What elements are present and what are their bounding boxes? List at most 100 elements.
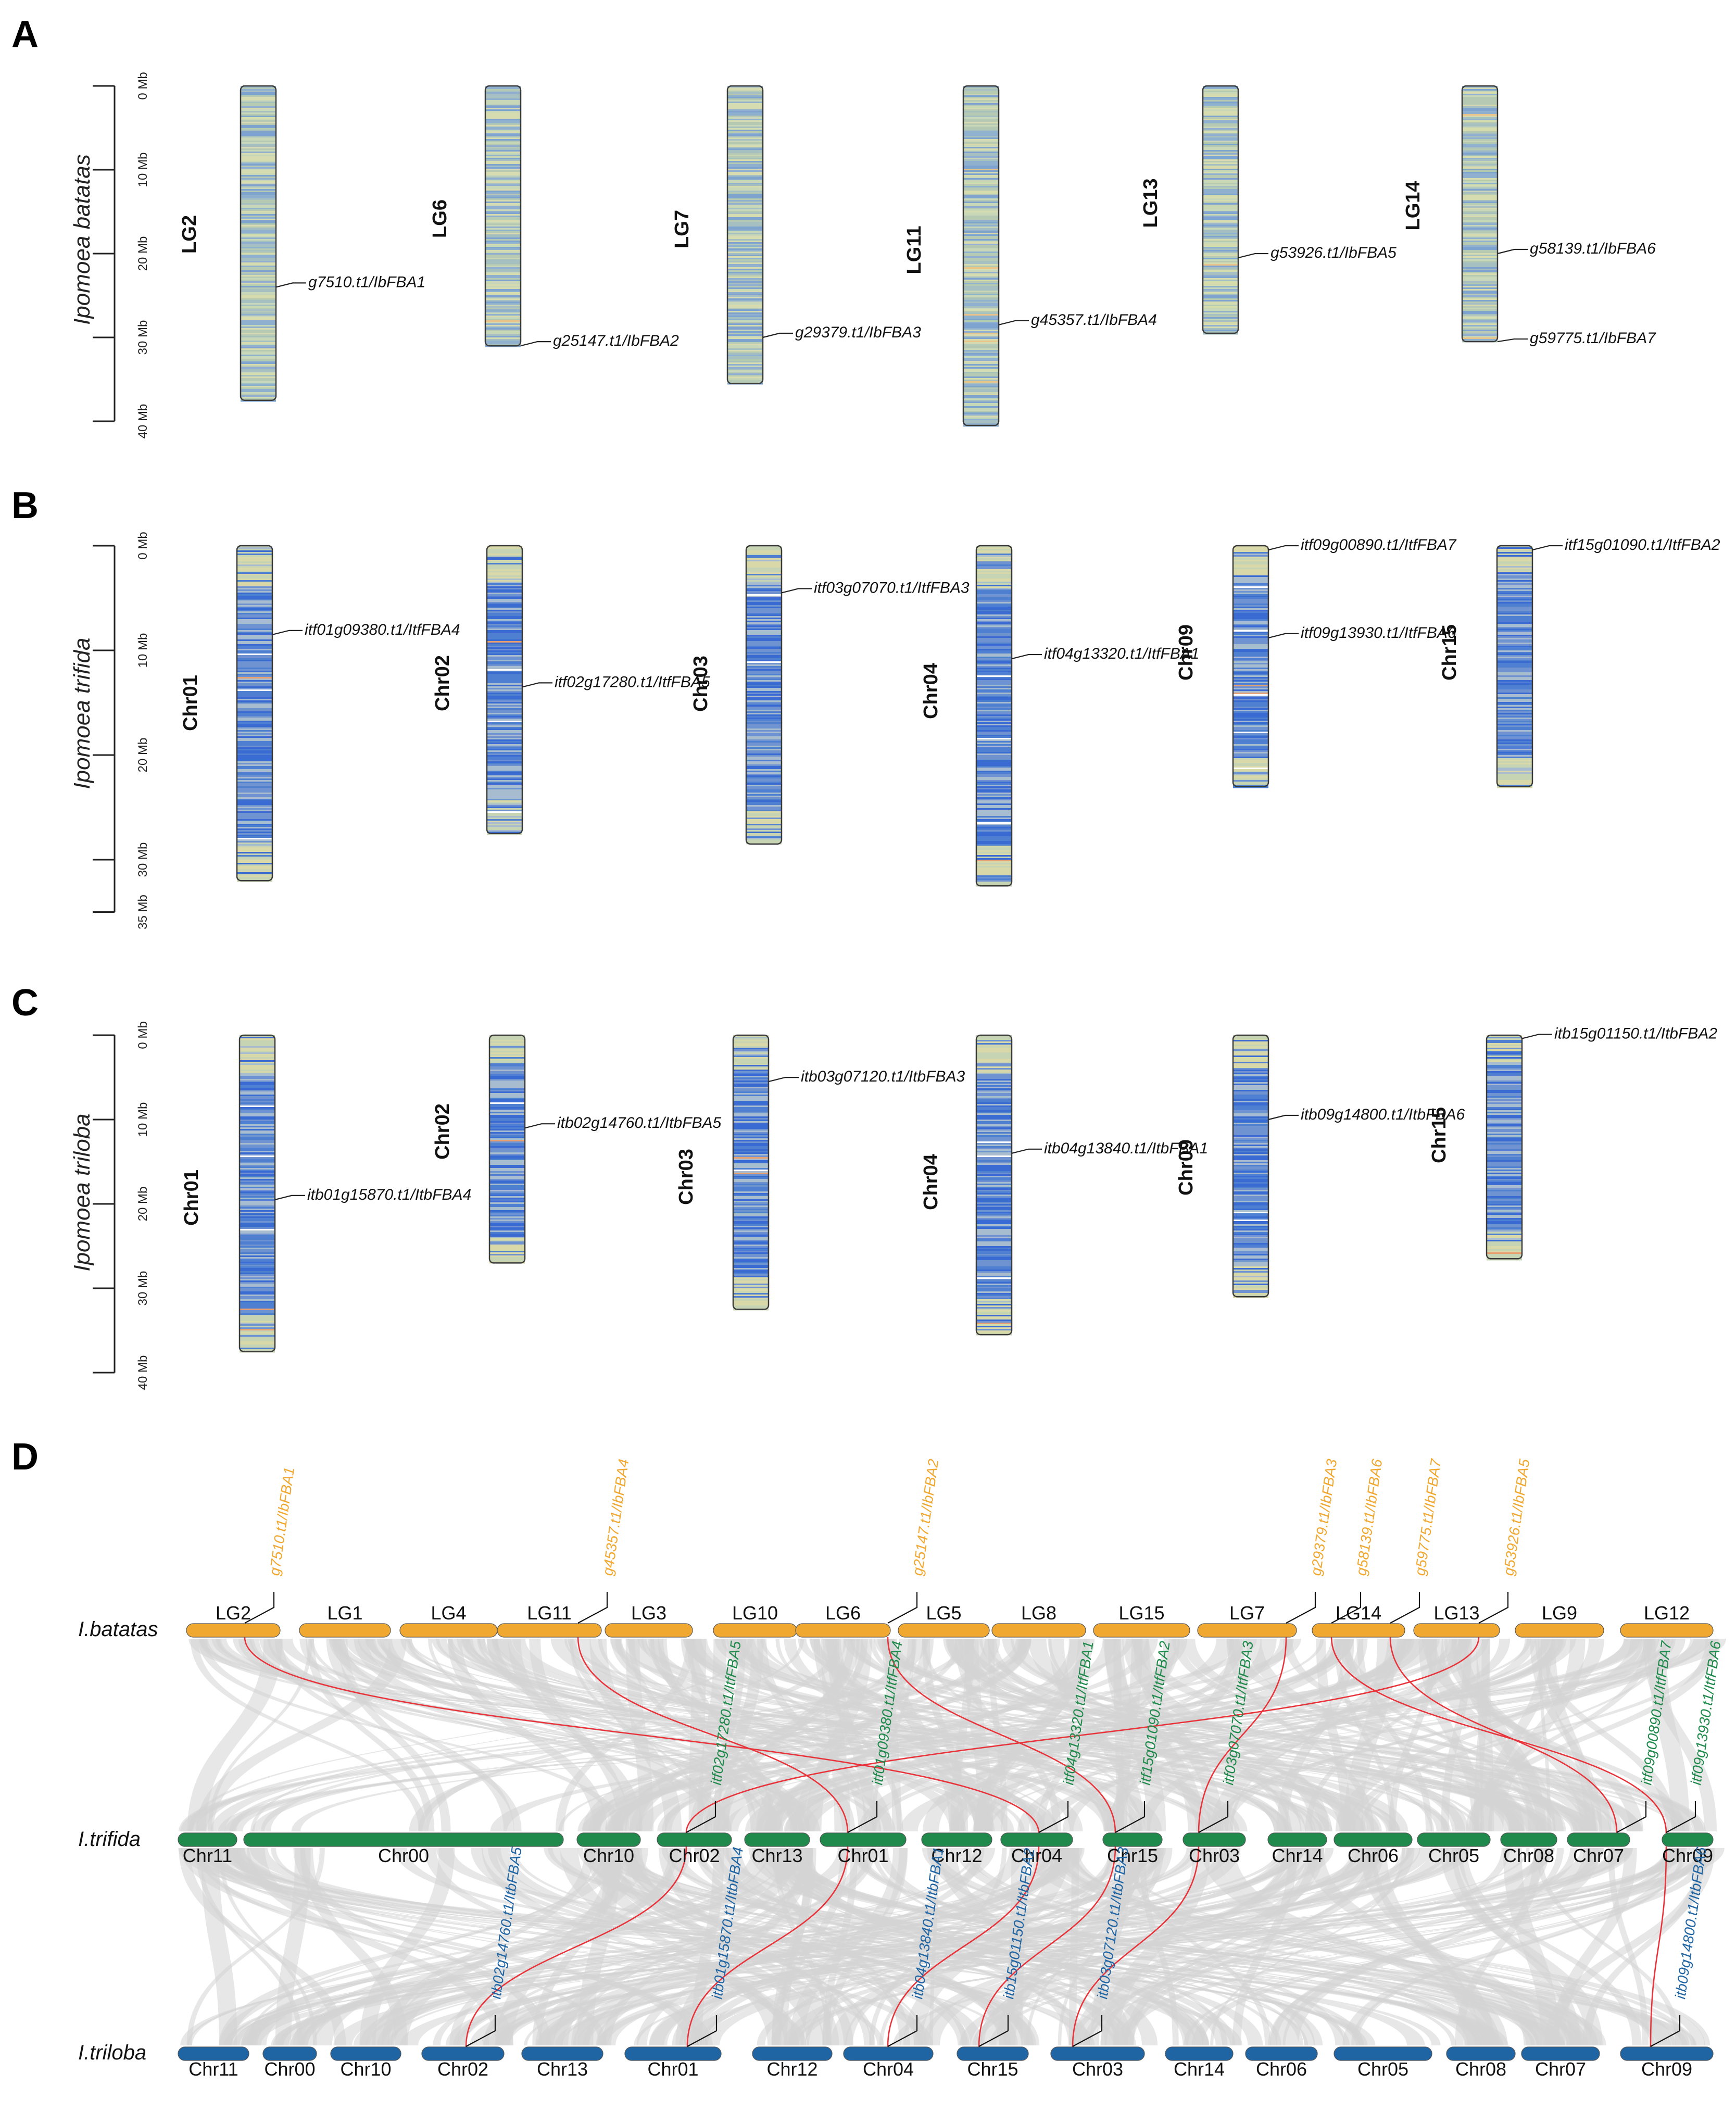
gene-marker-line bbox=[1011, 1148, 1042, 1154]
track-chromosome-bar bbox=[1267, 1832, 1327, 1847]
gene-tick bbox=[1286, 1592, 1316, 1624]
axis-tick-label: 0 Mb bbox=[136, 532, 150, 559]
gene-label: itf09g13930.t1/ItfFBA6 bbox=[1301, 624, 1456, 642]
track-chromosome-bar bbox=[1093, 1623, 1190, 1638]
fba-link-line bbox=[1650, 1846, 1667, 2047]
axis-tick-label: 30 Mb bbox=[136, 320, 150, 355]
gene-label: itf15g01090.t1/ItfFBA2 bbox=[1565, 536, 1720, 554]
chromosome-chr03: Chr03 itf03g07070.t1/ItfFBA3 bbox=[690, 545, 970, 845]
track-chromosome-bar bbox=[497, 1623, 602, 1638]
track-chromosome-bar bbox=[330, 2046, 401, 2061]
chromosome-name: LG6 bbox=[429, 199, 451, 238]
track-chromosome-name: Chr09 bbox=[1662, 1845, 1713, 1866]
track-chromosome-name: Chr12 bbox=[766, 2058, 817, 2080]
track-chromosome-name: LG14 bbox=[1336, 1602, 1381, 1624]
track-chromosome-bar bbox=[1413, 1623, 1500, 1638]
track-chromosome-bar bbox=[657, 1832, 732, 1847]
track-chromosome-bar bbox=[1567, 1832, 1630, 1847]
track-chromosome-bar bbox=[1197, 1623, 1297, 1638]
axis-tick-label: 35 Mb bbox=[136, 895, 150, 929]
track-chromosome-name: LG12 bbox=[1644, 1602, 1690, 1624]
track-chromosome-bar bbox=[299, 1623, 391, 1638]
fba-link-line bbox=[1330, 1637, 1667, 1833]
track-chromosome-bar bbox=[1515, 1623, 1604, 1638]
fba-link-line bbox=[887, 1637, 1116, 1833]
track-chromosome-bar bbox=[178, 1832, 237, 1847]
panel-a-chromosome-map: 0 Mb 10 Mb 20 Mb 30 Mb 40 Mb LG2 g7510.t1/IbFB… bbox=[93, 72, 1656, 438]
track-chromosome-name: Chr10 bbox=[340, 2058, 391, 2080]
track-chromosome-bar bbox=[1620, 2046, 1714, 2061]
gene-tick bbox=[887, 2015, 918, 2047]
gene-marker-line bbox=[768, 1077, 799, 1083]
axis-tick-label: 20 Mb bbox=[136, 738, 150, 773]
gene-label: itf04g13320.t1/ItfFBA1 bbox=[1044, 645, 1200, 662]
gene-marker-line bbox=[1521, 1034, 1552, 1039]
chromosome-name: LG13 bbox=[1140, 178, 1162, 228]
track-chromosome-name: Chr10 bbox=[583, 1845, 634, 1866]
track-chromosome-bar bbox=[399, 1623, 498, 1638]
axis-tick-label: 10 Mb bbox=[136, 633, 150, 668]
track-species-batatas: I.batatas bbox=[78, 1618, 158, 1641]
track-chromosome-bar bbox=[957, 2046, 1029, 2061]
chromosome-name: Chr04 bbox=[920, 663, 942, 719]
gene-marker-line bbox=[762, 332, 793, 338]
gene-label: itb03g07120.t1/ItbFBA3 bbox=[801, 1068, 965, 1085]
track-species-trifida: I.trifida bbox=[78, 1828, 141, 1851]
track-chromosome-name: Chr01 bbox=[647, 2058, 698, 2080]
track-chromosome-bar bbox=[1102, 1832, 1163, 1847]
track-chromosome-bar bbox=[1245, 2046, 1318, 2061]
track-chromosome-name: LG4 bbox=[431, 1602, 466, 1624]
gene-tick bbox=[978, 2015, 1009, 2047]
track-chromosome-name: LG1 bbox=[327, 1602, 362, 1624]
track-chromosome-bar bbox=[1334, 1832, 1413, 1847]
fba-link-line bbox=[686, 1846, 849, 2047]
track-chromosome-name: Chr08 bbox=[1455, 2058, 1506, 2080]
chromosome-name: Chr02 bbox=[432, 1103, 454, 1160]
track-chromosome-name: LG6 bbox=[825, 1602, 861, 1624]
gene-tick bbox=[1331, 1592, 1362, 1624]
chromosome-name: Chr15 bbox=[1428, 1107, 1450, 1163]
track-chromosome-bar bbox=[1334, 2046, 1432, 2061]
gene-label: g58139.t1/IbFBA6 bbox=[1530, 240, 1656, 257]
track-chromosome-bar bbox=[921, 1832, 992, 1847]
syntenic-blocks bbox=[178, 1639, 1726, 2045]
gene-tick bbox=[1198, 1801, 1229, 1833]
chromosome-chr04: Chr04 itf04g13320.t1/ItfFBA1 bbox=[920, 545, 1200, 887]
track-chromosome-name: Chr04 bbox=[863, 2058, 914, 2080]
track-chromosome-name: Chr06 bbox=[1256, 2058, 1307, 2080]
track-chromosome-name: Chr14 bbox=[1272, 1845, 1323, 1866]
gene-marker-line bbox=[781, 588, 812, 594]
track-chromosome-name: LG7 bbox=[1229, 1602, 1265, 1624]
chromosome-chr15: Chr15 itb15g01150.t1/ItbFBA2 bbox=[1428, 1025, 1717, 1261]
track-species-triloba: I.triloba bbox=[78, 2041, 146, 2064]
gene-marker-line bbox=[1238, 253, 1268, 259]
fba-link-line bbox=[1389, 1637, 1618, 1833]
track-chromosome-name: Chr15 bbox=[1107, 1845, 1158, 1866]
track-chromosome-bar bbox=[1446, 2046, 1516, 2061]
axis-tick-label: 30 Mb bbox=[136, 843, 150, 877]
chromosome-name: LG14 bbox=[1402, 181, 1424, 230]
track-chromosome-name: LG15 bbox=[1118, 1602, 1164, 1624]
chromosome-chr02: Chr02 itf02g17280.t1/ItfFBA5 bbox=[432, 545, 710, 835]
gene-tick bbox=[687, 2015, 718, 2047]
gene-tick bbox=[1115, 1801, 1146, 1833]
panel-d-synteny-plot: LG2 LG1 LG4 LG11 LG3 LG10 LG6 LG5 LG8 LG15 LG7 LG14… bbox=[78, 1457, 1726, 2080]
track-chromosome-name: Chr03 bbox=[1189, 1845, 1240, 1866]
chromosome-name: Chr03 bbox=[675, 1149, 697, 1205]
track-gene-label: g59775.t1/IbFBA7 bbox=[1412, 1457, 1444, 1577]
chromosome-chr02: Chr02 itb02g14760.t1/ItbFBA5 bbox=[432, 1034, 722, 1264]
track-chromosome-name: LG8 bbox=[1021, 1602, 1056, 1624]
chromosome-chr15: Chr15 itf15g01090.t1/ItfFBA2 bbox=[1439, 536, 1720, 788]
axis-tick-label: 40 Mb bbox=[136, 404, 150, 439]
chromosome-lg11: LG11 g45357.t1/IbFBA4 bbox=[903, 85, 1157, 427]
track-chromosome-bar bbox=[521, 2046, 603, 2061]
track-gene-label: g53926.t1/IbFBA5 bbox=[1500, 1458, 1532, 1577]
gene-tick bbox=[1390, 1592, 1420, 1624]
track-chromosome-name: Chr14 bbox=[1174, 2058, 1225, 2080]
track-chromosome-name: Chr00 bbox=[264, 2058, 315, 2080]
track-gene-label: g7510.t1/IbFBA1 bbox=[266, 1466, 297, 1576]
track-gene-label: g58139.t1/IbFBA6 bbox=[1353, 1458, 1385, 1577]
track-chromosome-bar bbox=[1000, 1832, 1073, 1847]
chromosome-name: Chr01 bbox=[181, 1170, 203, 1226]
gene-label: itb09g14800.t1/ItbFBA6 bbox=[1301, 1106, 1465, 1123]
